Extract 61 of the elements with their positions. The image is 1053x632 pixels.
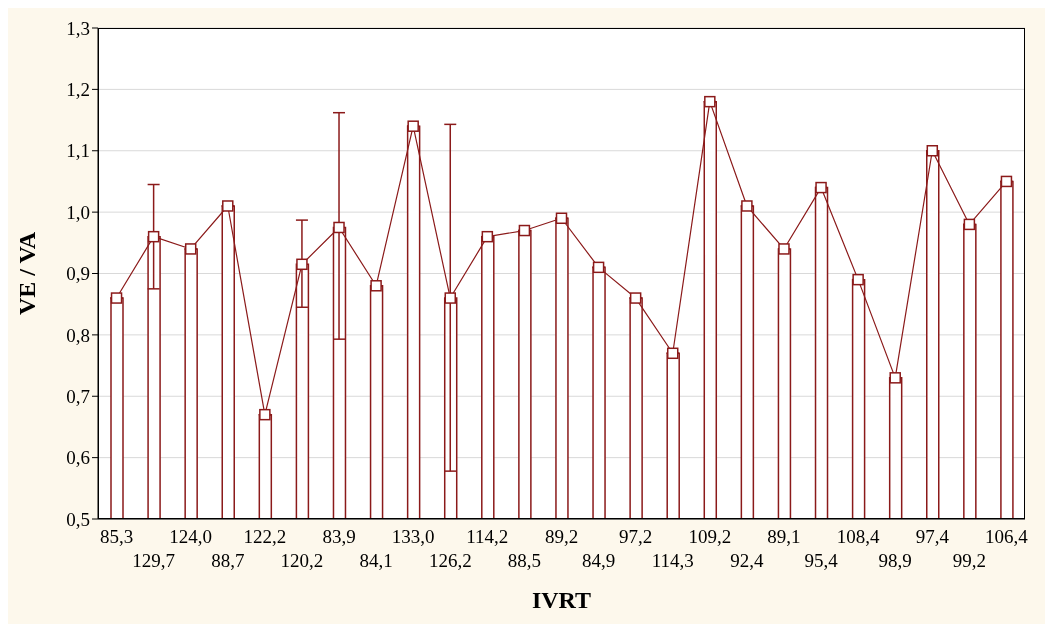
- x-tick-label: 88,5: [507, 550, 542, 571]
- point: [926, 145, 939, 157]
- x-tick-label: 89,2: [544, 526, 579, 547]
- point: [555, 212, 568, 225]
- x-tick-label: 85,3: [99, 526, 134, 547]
- point: [184, 243, 197, 255]
- point: [778, 243, 790, 255]
- y-tick-label: 1,1: [66, 140, 90, 162]
- x-tick-label: 84,9: [581, 550, 616, 571]
- point: [222, 200, 234, 212]
- x-tick-label: 129,7: [132, 550, 175, 571]
- point: [333, 221, 345, 234]
- x-tick-label: 120,2: [280, 550, 324, 571]
- x-tick-label: 83,9: [322, 526, 356, 547]
- point: [852, 273, 864, 286]
- point: [889, 372, 901, 384]
- x-axis-title: IVRT: [531, 587, 592, 613]
- y-tick-label: 0,5: [66, 508, 90, 530]
- point: [370, 280, 382, 292]
- x-tick-label: 95,4: [804, 550, 839, 571]
- point: [592, 261, 605, 274]
- point: [407, 120, 419, 132]
- x-tick-label: 98,9: [878, 550, 912, 571]
- point: [296, 258, 308, 271]
- x-tick-label: 114,3: [651, 550, 694, 571]
- x-tick-label: 92,4: [730, 550, 765, 571]
- y-tick-label: 0,7: [66, 385, 90, 407]
- x-tick-label: 99,2: [952, 550, 987, 571]
- point: [481, 230, 494, 243]
- x-tick-label: 97,4: [915, 526, 950, 547]
- x-tick-label: 109,2: [688, 526, 732, 547]
- point: [704, 95, 716, 108]
- point: [815, 181, 827, 194]
- point: [518, 224, 531, 237]
- point: [110, 292, 123, 304]
- point: [1000, 175, 1013, 188]
- x-tick-label: 108,4: [836, 526, 881, 547]
- x-tick-label: 88,7: [211, 550, 245, 571]
- point: [444, 292, 457, 304]
- x-tick-label: 89,1: [767, 526, 801, 547]
- x-tick-label: 126,2: [428, 550, 472, 571]
- x-tick-label: 122,2: [243, 526, 287, 547]
- point: [741, 200, 753, 212]
- y-tick-label: 1,3: [66, 17, 90, 39]
- point: [259, 408, 271, 421]
- y-tick-label: 1,2: [66, 79, 90, 101]
- x-tick-label: 124,0: [169, 526, 213, 547]
- x-tick-label: 106,4: [985, 526, 1029, 547]
- point: [963, 218, 976, 231]
- x-tick-label: 114,2: [466, 526, 509, 547]
- x-tick-label: 133,0: [391, 526, 435, 547]
- y-tick-label: 0,6: [66, 447, 90, 469]
- point: [629, 292, 642, 304]
- x-tick-label: 84,1: [359, 550, 393, 571]
- x-tick-label: 97,2: [619, 526, 653, 547]
- y-tick-label: 1,0: [66, 201, 90, 223]
- y-axis-title: VE / VA: [13, 231, 40, 316]
- y-tick-label: 0,9: [66, 263, 90, 285]
- y-tick-label: 0,8: [66, 324, 90, 346]
- point: [666, 347, 679, 360]
- point: [147, 230, 160, 243]
